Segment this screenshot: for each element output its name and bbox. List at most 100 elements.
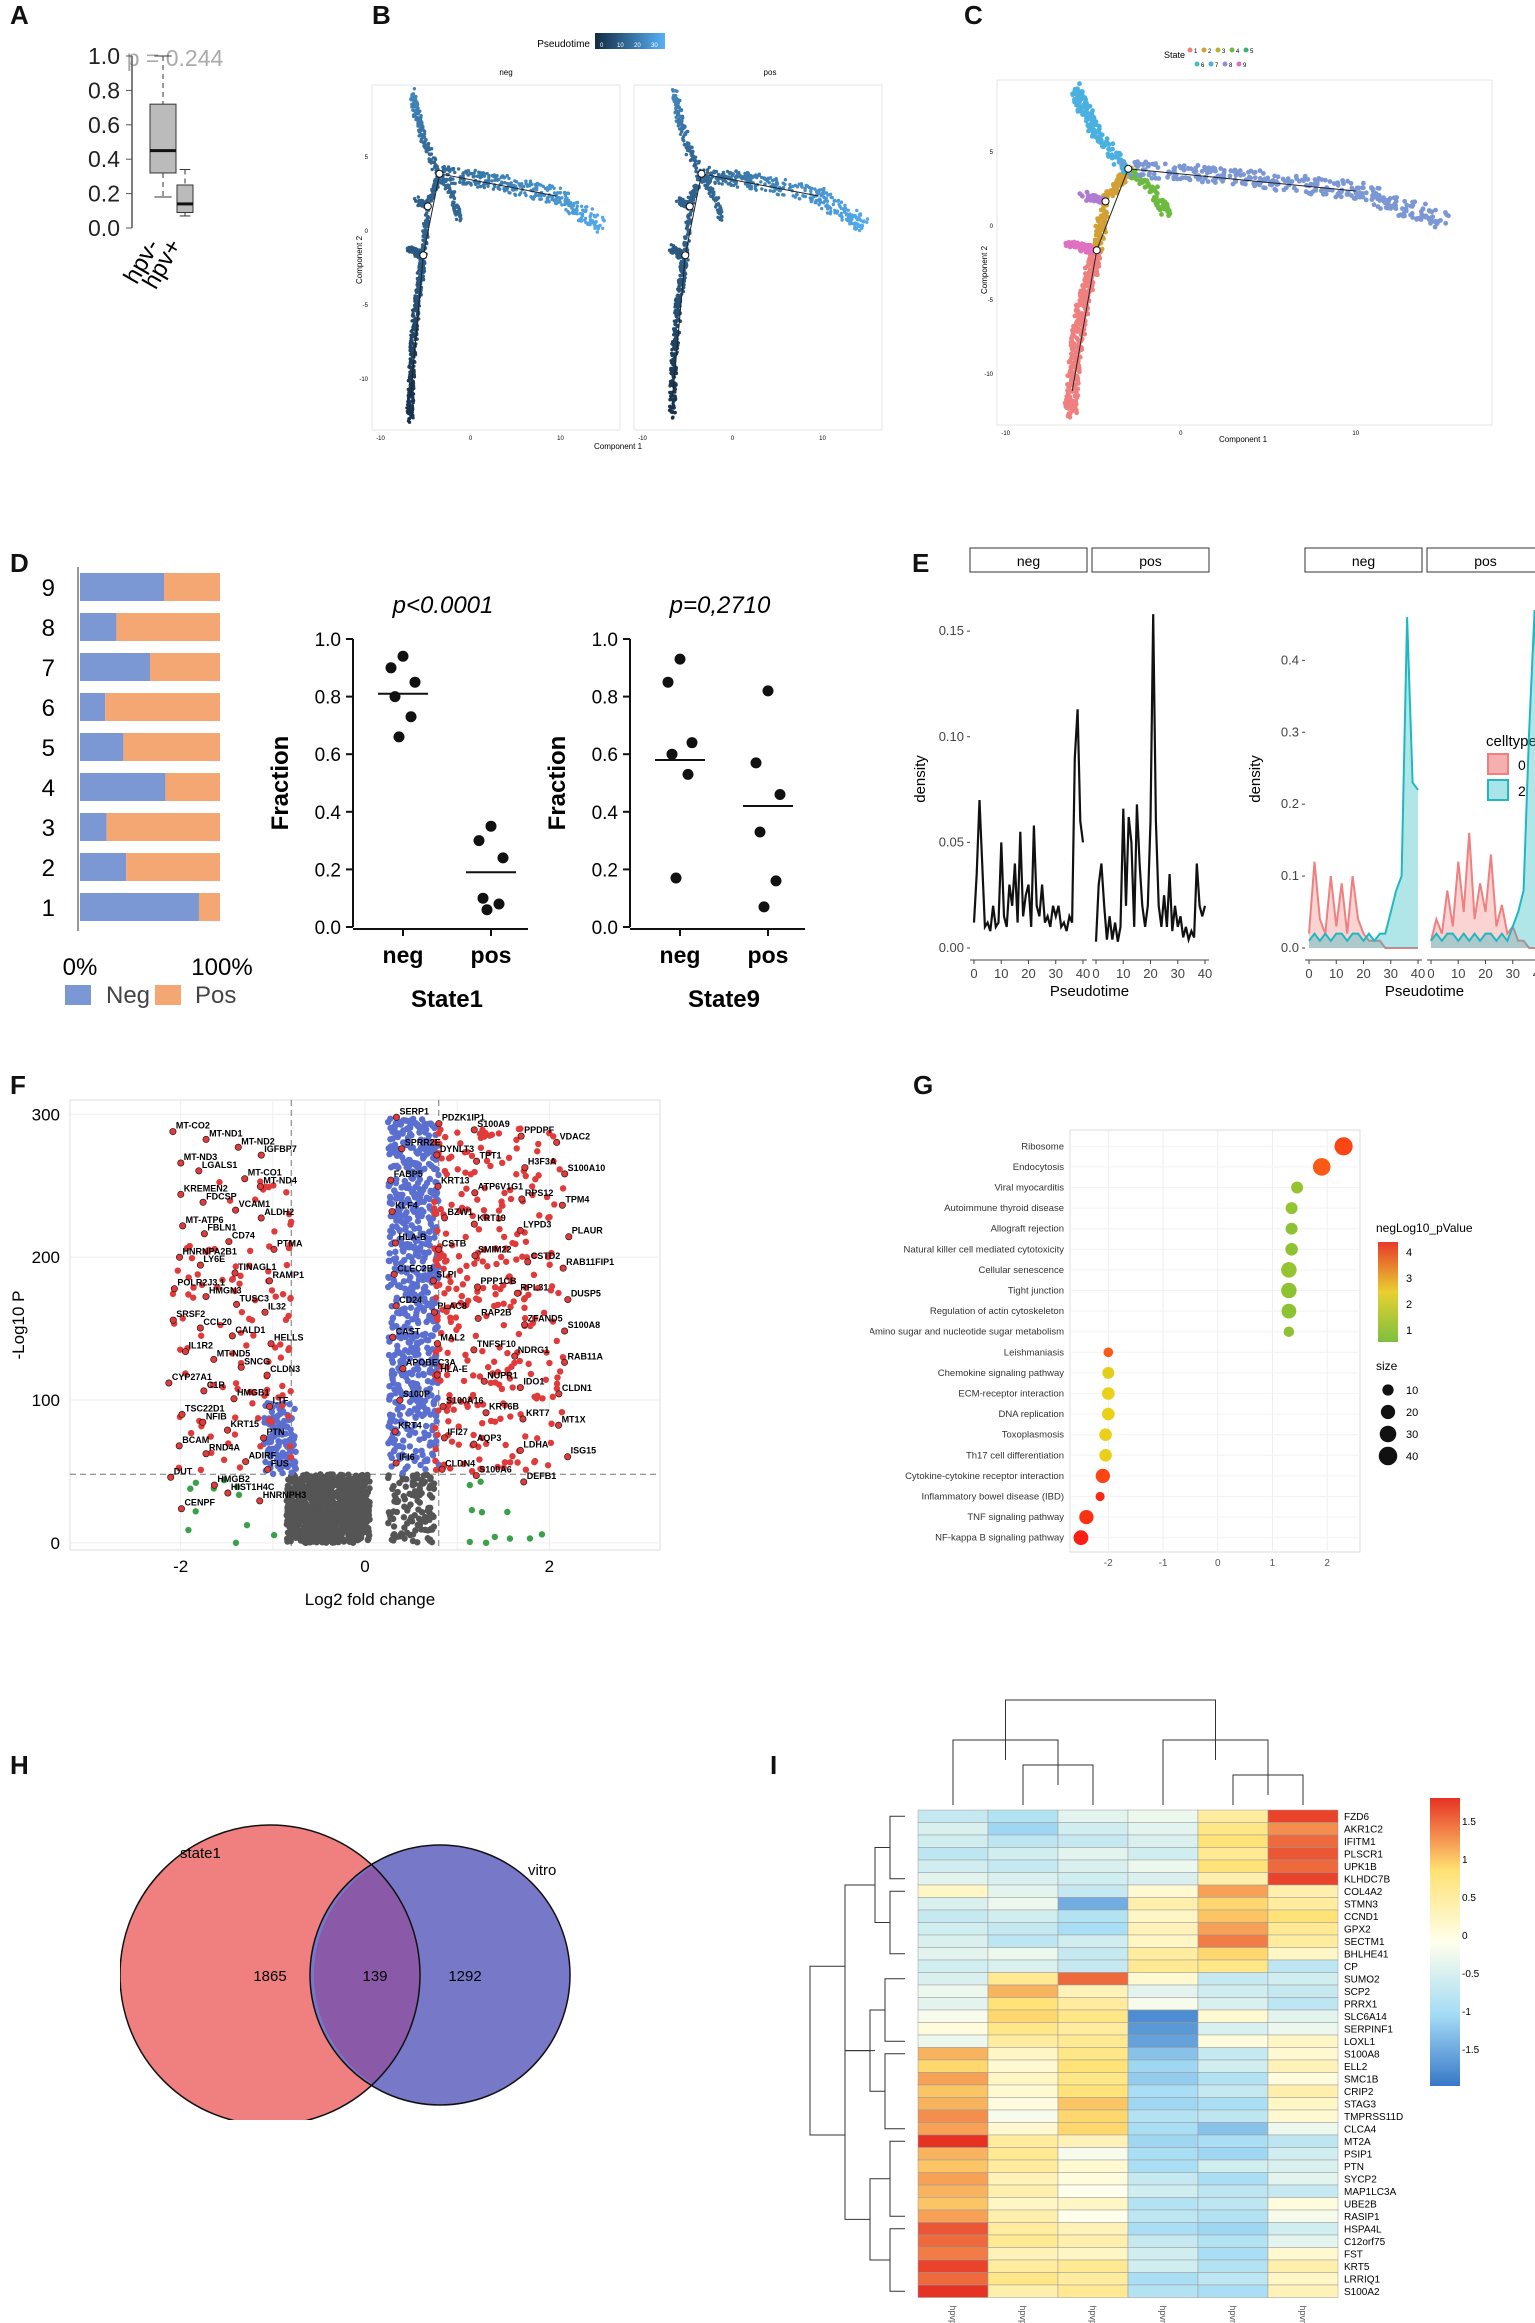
bar-pos-4 xyxy=(165,773,220,801)
point-ns xyxy=(338,1519,345,1527)
cell-point xyxy=(704,179,708,183)
cell-point xyxy=(671,244,676,248)
x-tick-label: 40 xyxy=(1411,966,1425,981)
cell-point xyxy=(528,184,532,188)
point-p-only xyxy=(433,1418,440,1425)
cell-point xyxy=(1144,178,1150,184)
box-hpv+ xyxy=(176,184,194,214)
point-ns xyxy=(420,1480,427,1487)
cell-point xyxy=(1090,114,1096,119)
point-ns xyxy=(358,1528,366,1535)
point-ns xyxy=(361,1480,369,1487)
y-tick-label: 0.4 xyxy=(315,803,342,824)
cell-point xyxy=(677,285,681,289)
cell-point xyxy=(487,173,491,178)
point-p-only xyxy=(406,1443,414,1450)
cell-point xyxy=(831,202,835,207)
cell-point xyxy=(411,314,415,318)
state-legend-label: 9 xyxy=(1243,63,1247,69)
cell-point xyxy=(1119,160,1125,166)
bar-category-label: 2 xyxy=(42,855,55,882)
x-tick-label: neg xyxy=(660,942,701,968)
point-p-only xyxy=(406,1355,414,1362)
cell-point xyxy=(425,225,429,229)
point-p-only xyxy=(403,1425,411,1433)
cell-point xyxy=(1074,308,1079,314)
point-ns xyxy=(331,1525,338,1533)
point-ns xyxy=(357,1534,365,1542)
point-ns xyxy=(363,1524,371,1531)
cell-point xyxy=(1083,101,1088,106)
cell-point xyxy=(411,93,415,98)
cell-point xyxy=(1070,400,1076,405)
cell-point xyxy=(818,200,822,205)
cell-point xyxy=(672,333,676,337)
cell-point xyxy=(421,229,425,233)
cell-point xyxy=(673,410,677,415)
cell-point xyxy=(414,307,418,311)
cell-point xyxy=(675,304,679,309)
cell-point xyxy=(429,161,433,165)
point-ns xyxy=(327,1498,334,1505)
cell-point xyxy=(566,202,570,206)
cell-point xyxy=(693,162,697,166)
branch-node xyxy=(423,202,432,211)
cell-point xyxy=(1408,212,1413,218)
cell-point xyxy=(693,194,697,199)
cell-point xyxy=(1105,189,1110,194)
cell-point xyxy=(429,158,433,163)
cell-point xyxy=(1068,406,1074,411)
cell-point xyxy=(1082,277,1088,283)
cell-point xyxy=(697,161,701,165)
cell-point xyxy=(670,409,674,414)
cell-point xyxy=(1146,182,1151,188)
cell-point xyxy=(1235,170,1240,176)
dot-pos xyxy=(485,820,497,832)
point-p-only xyxy=(392,1195,400,1202)
cell-point xyxy=(1154,190,1159,196)
cell-point xyxy=(1097,199,1103,205)
point-p-only xyxy=(426,1228,433,1235)
cell-point xyxy=(709,190,714,194)
state-legend-dot xyxy=(1229,47,1235,53)
cell-point xyxy=(1151,171,1157,177)
cell-point xyxy=(407,375,412,379)
y-tick-label: 300 xyxy=(32,1105,60,1124)
cell-point xyxy=(558,196,562,201)
cell-point xyxy=(566,209,570,214)
point-ns xyxy=(290,1486,297,1493)
cell-point xyxy=(1434,221,1440,226)
cell-point xyxy=(410,334,415,338)
x-tick: 10 xyxy=(557,436,564,442)
cell-point xyxy=(408,345,412,350)
cell-point xyxy=(763,188,768,193)
y-tick-label: 1.0 xyxy=(88,43,120,69)
point-ns xyxy=(303,1523,310,1530)
cell-point xyxy=(1085,282,1091,288)
legend-pos-swatch xyxy=(155,985,181,1005)
cell-point xyxy=(422,136,427,140)
cell-point xyxy=(1084,114,1090,120)
x-tick: 0 xyxy=(1179,431,1183,437)
cell-point xyxy=(797,182,801,186)
cell-point xyxy=(836,198,841,203)
bar-category-label: 8 xyxy=(42,615,55,642)
cell-point xyxy=(528,179,533,183)
cell-point xyxy=(1106,146,1111,152)
cell-point xyxy=(1146,161,1152,167)
point-ns xyxy=(324,1529,332,1537)
cell-point xyxy=(411,416,415,420)
cell-point xyxy=(490,179,494,183)
point-ns xyxy=(317,1471,324,1478)
cell-point xyxy=(584,205,588,209)
cell-point xyxy=(461,182,465,186)
cell-point xyxy=(583,218,587,222)
cell-point xyxy=(669,405,673,410)
cell-point xyxy=(465,181,470,185)
bar-neg-7 xyxy=(80,653,150,681)
cell-point xyxy=(1079,317,1085,322)
cell-point xyxy=(571,208,575,212)
branch-node xyxy=(681,251,690,260)
cell-point xyxy=(548,183,552,188)
cell-point xyxy=(563,202,567,207)
